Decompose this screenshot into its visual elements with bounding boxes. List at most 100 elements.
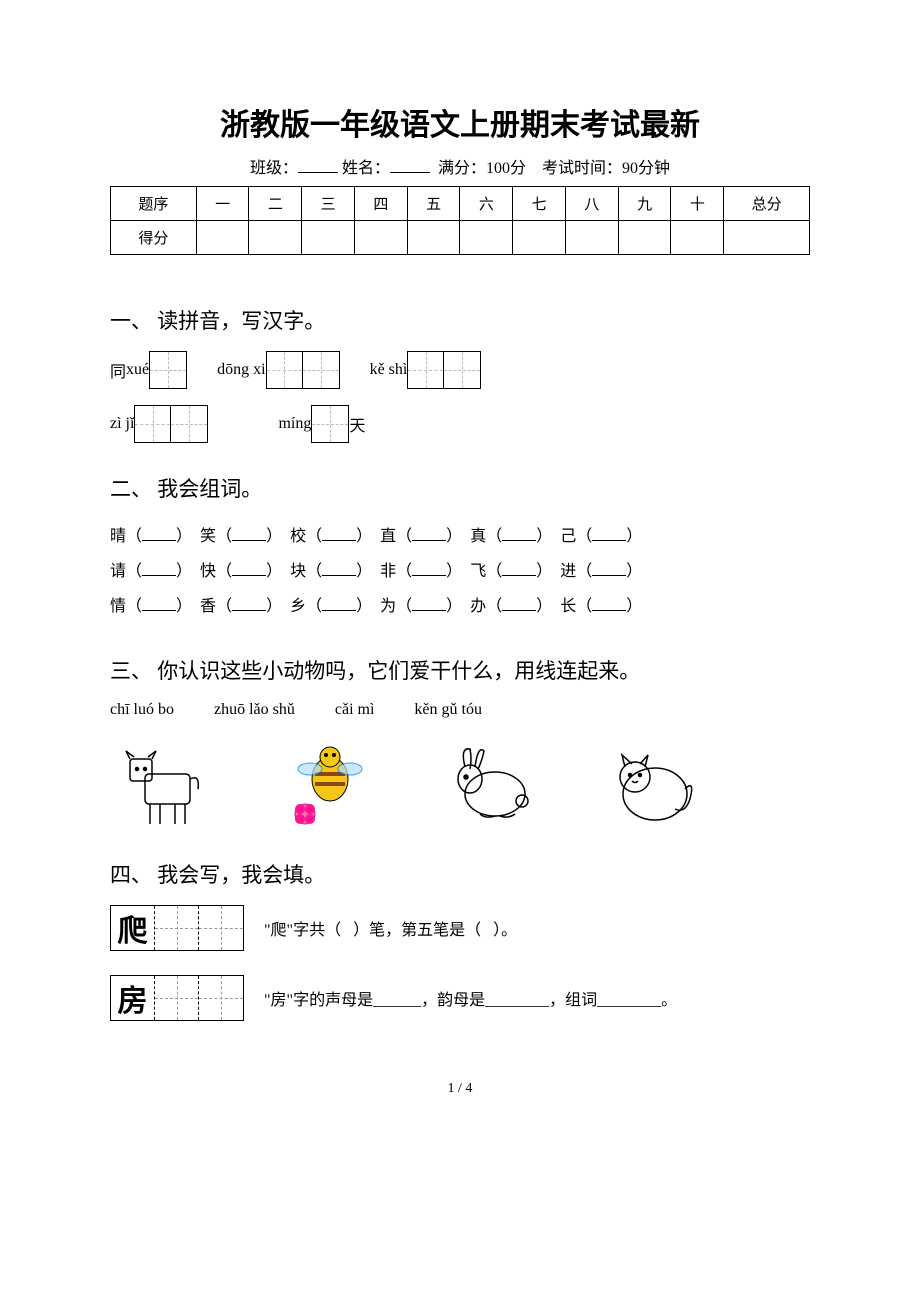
header-cell: 九 xyxy=(618,187,671,221)
pinyin-item: 同xué xyxy=(110,351,187,389)
score-cell[interactable] xyxy=(513,221,566,255)
write-box[interactable] xyxy=(311,405,349,443)
table-row: 题序 一 二 三 四 五 六 七 八 九 十 总分 xyxy=(111,187,810,221)
cat-icon xyxy=(600,739,700,829)
pinyin-row-1: 同xué dōng xi kě shì xyxy=(110,351,810,389)
pinyin-text: xué xyxy=(126,361,149,379)
rabbit-icon xyxy=(440,739,540,829)
word-char: 进 xyxy=(560,563,576,580)
score-cell[interactable] xyxy=(196,221,249,255)
text-part: ）笔，第五笔是（ xyxy=(353,922,481,939)
header-cell: 十 xyxy=(671,187,724,221)
word-char: 非 xyxy=(380,563,396,580)
write-box[interactable] xyxy=(266,351,340,389)
score-cell[interactable] xyxy=(671,221,724,255)
score-cell[interactable] xyxy=(302,221,355,255)
word-blank[interactable] xyxy=(502,597,536,611)
word-char: 请 xyxy=(110,563,126,580)
page-number: 1 / 4 xyxy=(110,1081,810,1097)
dog-icon xyxy=(120,739,220,829)
pinyin-row-2: zì jǐ míng 天 xyxy=(110,405,810,443)
word-char: 笑 xyxy=(200,528,216,545)
score-cell[interactable] xyxy=(618,221,671,255)
score-cell[interactable] xyxy=(407,221,460,255)
word-blank[interactable] xyxy=(592,562,626,576)
word-char: 办 xyxy=(470,598,486,615)
text-part: "爬"字共（ xyxy=(264,922,341,939)
pinyin-item: zì jǐ xyxy=(110,405,208,443)
word-char: 情 xyxy=(110,598,126,615)
pinyin-text: míng xyxy=(278,415,311,433)
word-blank[interactable] xyxy=(232,527,266,541)
char-practice-box[interactable]: 房 xyxy=(110,975,244,1021)
word-blank[interactable] xyxy=(502,562,536,576)
score-row-label: 得分 xyxy=(111,221,197,255)
page-title: 浙教版一年级语文上册期末考试最新 xyxy=(110,100,810,144)
name-label: 姓名： xyxy=(342,160,390,177)
header-cell: 七 xyxy=(513,187,566,221)
word-blank[interactable] xyxy=(412,527,446,541)
score-cell[interactable] xyxy=(354,221,407,255)
word-blank[interactable] xyxy=(412,562,446,576)
word-line: 晴（） 笑（） 校（） 直（） 真（） 己（） xyxy=(110,519,810,554)
pinyin-item: kě shì xyxy=(370,351,482,389)
word-blank[interactable] xyxy=(142,527,176,541)
word-char: 直 xyxy=(380,528,396,545)
word-blank[interactable] xyxy=(142,597,176,611)
pinyin-text: kě shì xyxy=(370,361,408,379)
word-blank[interactable] xyxy=(142,562,176,576)
word-char: 快 xyxy=(200,563,216,580)
write-box[interactable] xyxy=(134,405,208,443)
section4-heading: 四、 我会写，我会填。 xyxy=(110,859,810,889)
word-char: 真 xyxy=(470,528,486,545)
word-blank[interactable] xyxy=(322,562,356,576)
suffix-char: 天 xyxy=(349,412,365,436)
word-char: 长 xyxy=(560,598,576,615)
section3-heading: 三、 你认识这些小动物吗，它们爱干什么，用线连起来。 xyxy=(110,655,810,685)
phrase: zhuō lǎo shǔ xyxy=(214,701,295,719)
score-table: 题序 一 二 三 四 五 六 七 八 九 十 总分 得分 xyxy=(110,186,810,255)
class-blank[interactable] xyxy=(298,157,338,173)
word-blank[interactable] xyxy=(502,527,536,541)
q4-row: 爬 "爬"字共（ ）笔，第五笔是（ ）。 xyxy=(110,905,810,951)
score-cell[interactable] xyxy=(724,221,810,255)
prefix-char: 同 xyxy=(110,358,126,382)
name-blank[interactable] xyxy=(390,157,430,173)
class-label: 班级： xyxy=(250,160,298,177)
word-blank[interactable] xyxy=(232,597,266,611)
q4-text: "爬"字共（ ）笔，第五笔是（ ）。 xyxy=(264,916,517,940)
write-box[interactable] xyxy=(407,351,481,389)
word-char: 己 xyxy=(560,528,576,545)
word-blank[interactable] xyxy=(232,562,266,576)
score-cell[interactable] xyxy=(249,221,302,255)
header-cell: 题序 xyxy=(111,187,197,221)
word-lines: 晴（） 笑（） 校（） 直（） 真（） 己（） 请（） 快（） 块（） 非（） … xyxy=(110,519,810,625)
word-blank[interactable] xyxy=(592,527,626,541)
pinyin-text: zì jǐ xyxy=(110,415,134,433)
word-blank[interactable] xyxy=(412,597,446,611)
word-blank[interactable] xyxy=(322,597,356,611)
score-cell[interactable] xyxy=(565,221,618,255)
char-practice-box[interactable]: 爬 xyxy=(110,905,244,951)
write-box[interactable] xyxy=(149,351,187,389)
example-char: 爬 xyxy=(111,906,155,950)
word-blank[interactable] xyxy=(592,597,626,611)
header-cell: 总分 xyxy=(724,187,810,221)
pinyin-text: dōng xi xyxy=(217,361,265,379)
exam-info: 班级： 姓名： 满分：100分 考试时间：90分钟 xyxy=(110,154,810,178)
section1-heading: 一、 读拼音，写汉字。 xyxy=(110,305,810,335)
animal-phrases: chī luó bo zhuō lǎo shǔ cǎi mì kěn gǔ tó… xyxy=(110,701,810,719)
duration: 考试时间：90分钟 xyxy=(542,160,670,177)
header-cell: 四 xyxy=(354,187,407,221)
q4-row: 房 "房"字的声母是______，韵母是________，组词________。 xyxy=(110,975,810,1021)
header-cell: 三 xyxy=(302,187,355,221)
score-cell[interactable] xyxy=(460,221,513,255)
header-cell: 六 xyxy=(460,187,513,221)
header-cell: 五 xyxy=(407,187,460,221)
word-blank[interactable] xyxy=(322,527,356,541)
section2-heading: 二、 我会组词。 xyxy=(110,473,810,503)
text-part: ）。 xyxy=(493,922,517,939)
phrase: kěn gǔ tóu xyxy=(414,701,482,719)
pinyin-item: míng 天 xyxy=(278,405,365,443)
header-cell: 一 xyxy=(196,187,249,221)
